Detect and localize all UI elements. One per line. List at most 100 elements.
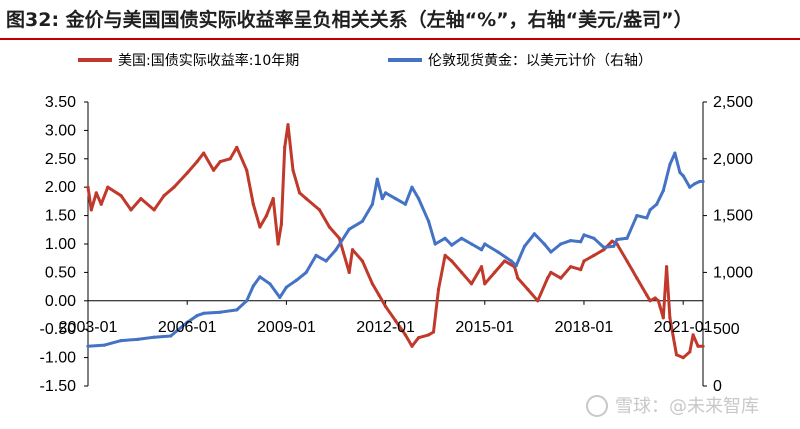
point-real-yield — [360, 259, 364, 263]
point-real-yield — [431, 330, 436, 334]
point-gold-price — [625, 236, 629, 240]
point-real-yield — [195, 160, 199, 164]
point-real-yield — [317, 208, 322, 212]
point-real-yield — [384, 304, 388, 309]
title-rule — [0, 38, 800, 40]
point-gold-price — [602, 245, 606, 249]
point-gold-price — [450, 243, 454, 247]
point-real-yield — [460, 270, 464, 274]
point-real-yield — [479, 265, 484, 269]
point-gold-price — [360, 219, 364, 223]
point-gold-price — [645, 216, 649, 220]
point-gold-price — [334, 248, 338, 252]
point-gold-price — [668, 162, 672, 167]
left-axis-tick-label: 2.50 — [45, 151, 76, 168]
point-real-yield — [483, 282, 487, 286]
point-gold-price — [304, 270, 308, 274]
point-real-yield — [162, 194, 166, 198]
point-gold-price — [169, 334, 173, 338]
point-real-yield — [559, 276, 563, 280]
point-real-yield — [665, 265, 669, 269]
point-real-yield — [503, 259, 507, 263]
point-gold-price — [427, 219, 431, 223]
figure-title: 图32: 金价与美国国债实际收益率呈负相关关系（左轴“%”，右轴“美元/盎司”） — [6, 9, 693, 31]
left-axis-tick-label: 2.00 — [45, 179, 76, 196]
point-real-yield — [648, 299, 652, 303]
right-axis-tick-label: 2,500 — [713, 94, 753, 111]
point-gold-price — [509, 259, 513, 263]
point-gold-price — [258, 275, 262, 279]
point-gold-price — [294, 278, 298, 282]
point-real-yield — [417, 336, 421, 340]
point-real-yield — [701, 344, 705, 348]
point-real-yield — [89, 208, 93, 212]
point-real-yield — [235, 145, 239, 149]
point-real-yield — [645, 293, 649, 297]
point-real-yield — [286, 123, 290, 127]
point-real-yield — [625, 259, 629, 263]
left-axis-tick-label: 1.50 — [45, 208, 76, 225]
point-gold-price — [673, 151, 677, 155]
axes — [84, 101, 707, 387]
point-gold-price — [370, 202, 374, 206]
x-axis-tick-label: 2012-01 — [356, 319, 415, 336]
point-gold-price — [522, 244, 527, 248]
left-axis-tick-label: -0.50 — [40, 321, 77, 338]
left-axis-tick-label: -1.00 — [40, 350, 77, 367]
point-real-yield — [427, 333, 431, 337]
watermark-text: 雪球：@未来智库 — [615, 396, 759, 417]
right-axis-tick-label: 0 — [713, 378, 722, 395]
point-real-yield — [582, 259, 586, 263]
point-real-yield — [347, 270, 351, 274]
point-gold-price — [579, 240, 583, 244]
point-real-yield — [656, 299, 661, 303]
point-real-yield — [99, 202, 103, 206]
point-real-yield — [139, 197, 143, 201]
point-real-yield — [469, 282, 474, 286]
point-real-yield — [610, 239, 614, 243]
point-real-yield — [86, 185, 90, 189]
x-axis-tick-label: 2018-01 — [555, 319, 614, 336]
point-real-yield — [245, 168, 249, 172]
point-real-yield — [106, 185, 110, 189]
point-real-yield — [674, 353, 679, 357]
point-gold-price — [615, 237, 619, 242]
point-gold-price — [483, 242, 487, 246]
point-gold-price — [698, 179, 702, 184]
point-real-yield — [218, 160, 222, 164]
point-real-yield — [298, 191, 302, 195]
left-axis-tick-label: 0.50 — [45, 264, 76, 281]
point-real-yield — [450, 259, 454, 263]
point-gold-price — [136, 337, 140, 341]
point-real-yield — [691, 333, 695, 337]
point-gold-price — [284, 285, 288, 289]
point-real-yield — [202, 151, 206, 155]
point-gold-price — [635, 214, 639, 218]
x-axis-tick-label: 2003-01 — [59, 319, 118, 336]
right-axis-tick-label: 1,500 — [713, 208, 753, 225]
point-gold-price — [86, 344, 90, 348]
point-real-yield — [304, 197, 308, 201]
point-real-yield — [602, 248, 606, 252]
point-gold-price — [268, 282, 272, 286]
series-line-real-yield — [86, 123, 705, 360]
point-gold-price — [251, 284, 255, 288]
x-axis-tick-label: 2009-01 — [257, 319, 316, 336]
point-gold-price — [202, 311, 206, 315]
point-real-yield — [264, 214, 269, 218]
point-gold-price — [278, 295, 282, 299]
right-axis-tick-label: 500 — [713, 321, 740, 338]
point-gold-price — [678, 170, 682, 174]
chart: 美国:国债实际收益率:10年期 伦敦现货黄金：以美元计价（右轴） 3.50 3.0… — [40, 52, 759, 417]
point-real-yield — [283, 145, 287, 149]
point-real-yield — [403, 333, 407, 337]
right-axis-tick-label: 1,000 — [713, 264, 753, 281]
point-gold-price — [496, 250, 500, 254]
point-real-yield — [443, 253, 447, 257]
point-gold-price — [218, 310, 222, 314]
point-real-yield — [119, 194, 123, 198]
point-real-yield — [94, 191, 98, 195]
point-real-yield — [546, 276, 550, 280]
point-gold-price — [380, 197, 384, 201]
point-real-yield — [579, 268, 583, 272]
